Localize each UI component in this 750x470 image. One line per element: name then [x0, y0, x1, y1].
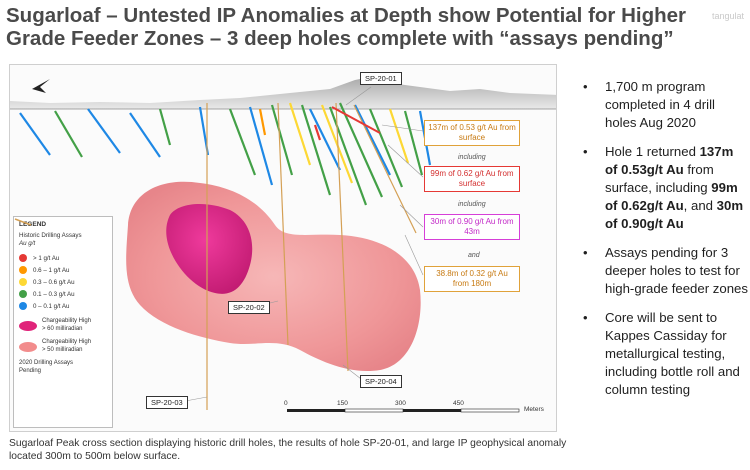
callout-38-8m: 38.8m of 0.32 g/t Au from 180m: [424, 266, 520, 292]
connector-and: and: [468, 252, 480, 259]
bullet-dot-icon: •: [583, 245, 588, 260]
pink-swatch-icon: [19, 341, 37, 352]
connector-including-2: including: [458, 201, 486, 208]
scale-tick-150: 150: [337, 400, 348, 407]
red-dot-icon: [19, 254, 27, 262]
bullet-dot-icon: •: [583, 144, 588, 159]
connector-including-1: including: [458, 154, 486, 161]
pending-drill-holes: [206, 102, 417, 410]
blue-dot-icon: [19, 302, 27, 310]
hole-label-sp-20-01: SP-20-01: [360, 72, 402, 85]
legend-title: LEGEND: [19, 221, 47, 228]
scale-tick-300: 300: [395, 400, 406, 407]
bullet-item: • 1,700 m program completed in 4 drill ho…: [583, 79, 715, 130]
legend-grade-item: 0 – 0.1 g/t Au: [19, 300, 107, 312]
bullet-item: • Core will be sent to Kappes Cassiday fo…: [583, 310, 740, 397]
bullet-dot-icon: •: [583, 310, 588, 325]
scale-unit: Meters: [524, 406, 544, 413]
legend-grade-item: > 1 g/t Au: [19, 252, 107, 264]
ip-anomaly-50mrad: [126, 181, 421, 372]
legend-grade-item: 0.6 – 1 g/t Au: [19, 264, 107, 276]
magenta-swatch-icon: [19, 320, 37, 331]
legend-pending-holes: 2020 Drilling Assays Pending: [14, 218, 107, 375]
slide-title: Sugarloaf – Untested IP Anomalies at Dep…: [6, 4, 687, 50]
hole-label-sp-20-02: SP-20-02: [228, 301, 270, 314]
historic-drill-holes: [19, 102, 432, 206]
legend-grade-list: > 1 g/t Au 0.6 – 1 g/t Au 0.3 – 0.6 g/t …: [19, 252, 107, 312]
bullet-list: • 1,700 m program completed in 4 drill ho…: [579, 78, 749, 410]
callout-99m: 99m of 0.62 g/t Au from surface: [424, 166, 520, 192]
legend-chargeability-60: Chargeability High > 60 milliradian: [19, 318, 107, 333]
sp-20-01-mineralized: [331, 106, 381, 134]
callout-30m: 30m of 0.90 g/t Au from 43m: [424, 214, 520, 240]
legend-grade-item: 0.1 – 0.3 g/t Au: [19, 288, 107, 300]
callout-137m: 137m of 0.53 g/t Au from surface: [424, 120, 520, 146]
scale-tick-450: 450: [453, 400, 464, 407]
legend-unit: Au g/t: [19, 240, 36, 247]
green-dot-icon: [19, 290, 27, 298]
hole-label-sp-20-03: SP-20-03: [146, 396, 188, 409]
legend: LEGEND Historic Drilling Assays Au g/t >…: [13, 216, 113, 428]
hole-label-sp-20-04: SP-20-04: [360, 375, 402, 388]
pending-line-icon: [14, 218, 32, 226]
scale-tick-0: 0: [284, 400, 288, 407]
orange-dot-icon: [19, 266, 27, 274]
legend-chargeability-50: Chargeability High > 50 milliradian: [19, 339, 107, 354]
north-arrow-icon: [32, 79, 50, 93]
bullet-dot-icon: •: [583, 79, 588, 94]
terrain-surface: [10, 77, 556, 109]
bullet-item: • Hole 1 returned 137m of 0.53g/t Au from…: [583, 144, 744, 231]
yellow-dot-icon: [19, 278, 27, 286]
legend-subtitle: Historic Drilling Assays: [19, 232, 82, 239]
cross-section-drawing: [10, 77, 556, 413]
brand-watermark: tangulat: [711, 11, 744, 21]
scale-bar: [287, 408, 520, 413]
figure-caption: Sugarloaf Peak cross section displaying …: [9, 438, 567, 462]
cross-section-figure: SP-20-01 SP-20-02 SP-20-03 SP-20-04 137m…: [9, 64, 557, 432]
bullet-item: • Assays pending for 3 deeper holes to te…: [583, 245, 748, 296]
ip-anomaly-60mrad: [166, 203, 253, 294]
legend-grade-item: 0.3 – 0.6 g/t Au: [19, 276, 107, 288]
